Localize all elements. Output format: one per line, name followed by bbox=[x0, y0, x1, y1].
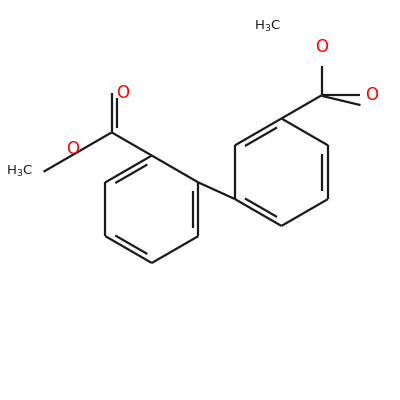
Text: H$_3$C: H$_3$C bbox=[254, 19, 281, 34]
Text: H$_3$C: H$_3$C bbox=[6, 164, 32, 179]
Text: O: O bbox=[365, 86, 378, 104]
Text: O: O bbox=[116, 84, 129, 102]
Text: O: O bbox=[66, 140, 79, 158]
Text: O: O bbox=[315, 38, 328, 56]
